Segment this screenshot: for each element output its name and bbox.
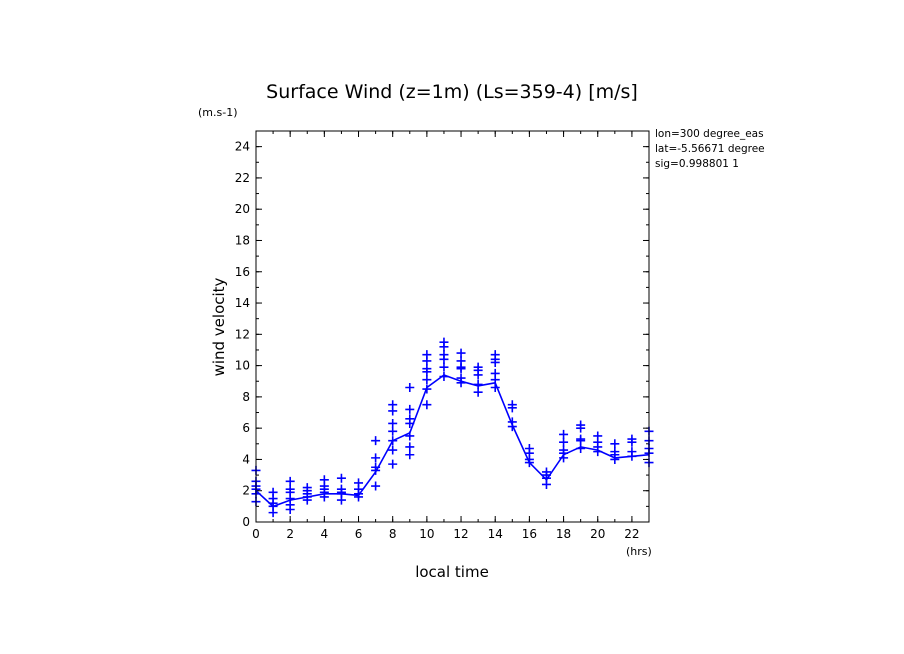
wind-sample-marker — [388, 406, 398, 416]
wind-sample-marker — [576, 436, 586, 446]
y-tick-label: 22 — [235, 171, 250, 185]
wind-sample-marker — [319, 492, 329, 502]
y-tick-label: 8 — [242, 390, 250, 404]
wind-sample-marker — [336, 495, 346, 505]
wind-sample-marker — [576, 443, 586, 453]
wind-sample-marker — [610, 454, 620, 464]
y-tick-label: 6 — [242, 421, 250, 435]
wind-sample-marker — [371, 436, 381, 446]
wind-sample-marker — [285, 504, 295, 514]
wind-sample-marker — [456, 364, 466, 374]
wind-sample-marker — [473, 387, 483, 397]
y-tick-label: 16 — [235, 265, 250, 279]
y-tick-label: 14 — [235, 296, 250, 310]
wind-sample-marker — [268, 508, 278, 518]
mean-wind-line — [255, 374, 650, 508]
wind-sample-marker — [422, 356, 432, 366]
wind-sample-marker — [405, 431, 415, 441]
wind-sample-marker — [388, 459, 398, 469]
y-tick-label: 4 — [242, 452, 250, 466]
y-tick-label: 0 — [242, 515, 250, 529]
x-tick-label: 6 — [355, 527, 363, 541]
annotation-clip — [780, 128, 810, 178]
wind-sample-marker — [439, 342, 449, 352]
wind-sample-marker — [593, 447, 603, 457]
y-tick-label: 24 — [235, 140, 250, 154]
x-tick-label: 4 — [321, 527, 329, 541]
wind-sample-marker — [405, 450, 415, 460]
wind-sample-marker — [302, 495, 312, 505]
x-tick-label: 16 — [522, 527, 537, 541]
wind-sample-marker — [439, 354, 449, 364]
y-tick-label: 10 — [235, 359, 250, 373]
y-tick-label: 2 — [242, 484, 250, 498]
data-marks — [251, 337, 654, 518]
wind-sample-marker — [524, 458, 534, 468]
x-tick-label: 10 — [419, 527, 434, 541]
wind-sample-marker — [371, 465, 381, 475]
x-tick-label: 18 — [556, 527, 571, 541]
wind-sample-marker — [576, 423, 586, 433]
wind-sample-marker — [285, 476, 295, 486]
wind-sample-marker — [473, 370, 483, 380]
wind-sample-marker — [388, 418, 398, 428]
wind-sample-marker — [439, 372, 449, 382]
wind-sample-marker — [422, 400, 432, 410]
wind-sample-marker — [541, 479, 551, 489]
wind-sample-marker — [456, 348, 466, 358]
wind-sample-marker — [371, 481, 381, 491]
annotation-lon: lon=300 degree_eas — [655, 128, 764, 140]
wind-sample-marker — [507, 422, 517, 432]
x-tick-label: 8 — [389, 527, 397, 541]
wind-sample-marker — [473, 379, 483, 389]
wind-sample-marker — [388, 426, 398, 436]
x-axis-label: local time — [415, 563, 489, 581]
y-axis-label: wind velocity — [210, 277, 228, 376]
x-unit-label: (hrs) — [626, 545, 652, 558]
wind-sample-marker — [422, 384, 432, 394]
x-tick-label: 2 — [286, 527, 294, 541]
wind-sample-marker — [559, 453, 569, 463]
wind-sample-marker — [627, 451, 637, 461]
wind-sample-marker — [439, 362, 449, 372]
annotation-lat: lat=-5.56671 degree — [655, 143, 765, 155]
wind-sample-marker — [388, 445, 398, 455]
annotation-sig: sig=0.998801 1 — [655, 158, 739, 170]
y-unit-label: (m.s-1) — [198, 106, 238, 119]
wind-sample-marker — [490, 382, 500, 392]
y-tick-label: 20 — [235, 202, 250, 216]
plot-frame — [255, 130, 650, 523]
y-tick-label: 12 — [235, 327, 250, 341]
wind-sample-marker — [405, 382, 415, 392]
chart-title: Surface Wind (z=1m) (Ls=359-4) [m/s] — [266, 81, 638, 103]
wind-sample-marker — [405, 404, 415, 414]
x-tick-label: 14 — [488, 527, 503, 541]
wind-sample-marker — [405, 442, 415, 452]
wind-sample-marker — [422, 375, 432, 385]
wind-sample-marker — [388, 436, 398, 446]
wind-sample-marker — [627, 437, 637, 447]
wind-sample-marker — [336, 473, 346, 483]
y-tick-label: 18 — [235, 233, 250, 247]
x-tick-label: 12 — [453, 527, 468, 541]
wind-sample-marker — [371, 453, 381, 463]
wind-sample-marker — [559, 437, 569, 447]
wind-sample-marker — [405, 418, 415, 428]
x-tick-label: 20 — [590, 527, 605, 541]
wind-sample-marker — [456, 378, 466, 388]
wind-sample-marker — [422, 367, 432, 377]
wind-sample-marker — [490, 357, 500, 367]
wind-sample-marker — [559, 429, 569, 439]
x-tick-label: 22 — [624, 527, 639, 541]
wind-sample-marker — [490, 375, 500, 385]
wind-sample-marker — [610, 439, 620, 449]
wind-sample-marker — [507, 403, 517, 413]
wind-sample-marker — [354, 492, 364, 502]
x-tick-label: 0 — [252, 527, 260, 541]
